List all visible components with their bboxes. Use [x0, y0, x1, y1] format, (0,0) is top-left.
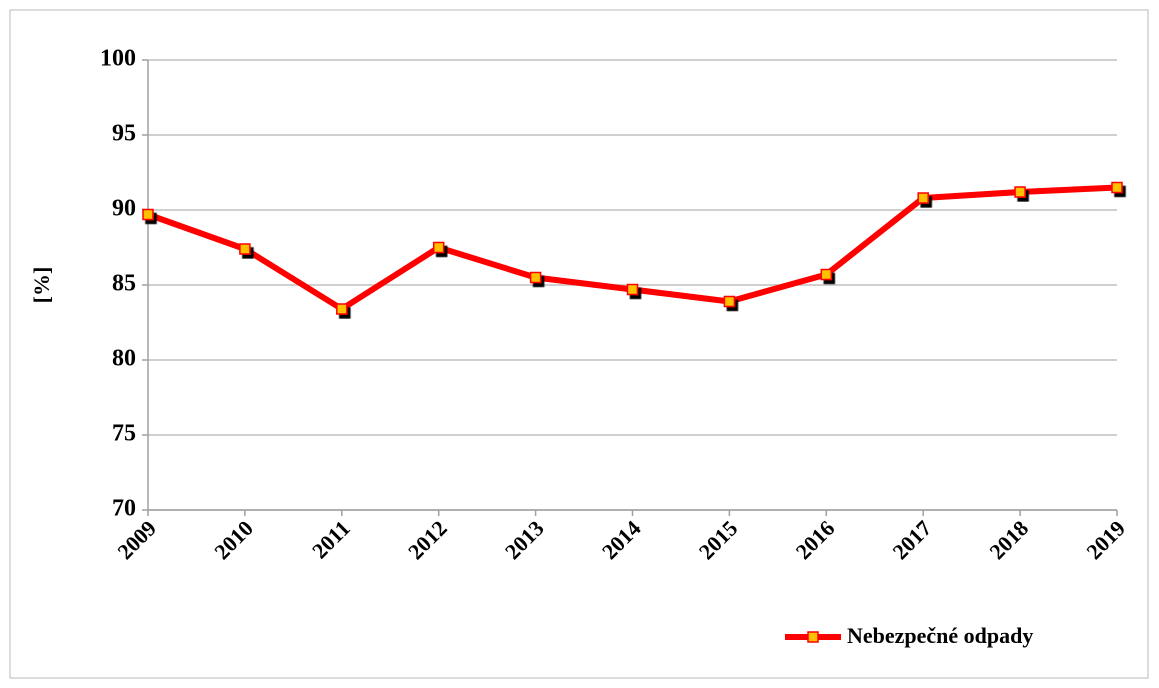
marker [820, 268, 833, 281]
marker [529, 271, 542, 284]
marker [432, 241, 445, 254]
marker [336, 303, 348, 315]
marker [917, 192, 929, 204]
y-axis-label: [%] [29, 267, 54, 304]
marker [1014, 186, 1026, 198]
marker [1111, 181, 1123, 194]
legend-marker [807, 631, 819, 643]
y-tick-label: 90 [112, 196, 136, 222]
y-tick-label: 100 [100, 46, 136, 72]
marker [626, 283, 639, 296]
y-tick-label: 80 [112, 346, 136, 372]
chart-border [9, 9, 1149, 679]
marker [142, 208, 154, 221]
y-tick-label: 75 [112, 421, 136, 447]
y-tick-label: 85 [112, 271, 136, 297]
marker [723, 295, 736, 308]
legend-label: Nebezpečné odpady [847, 623, 1033, 648]
y-tick-label: 95 [112, 121, 136, 147]
y-tick-label: 70 [112, 496, 136, 522]
marker [239, 243, 251, 255]
